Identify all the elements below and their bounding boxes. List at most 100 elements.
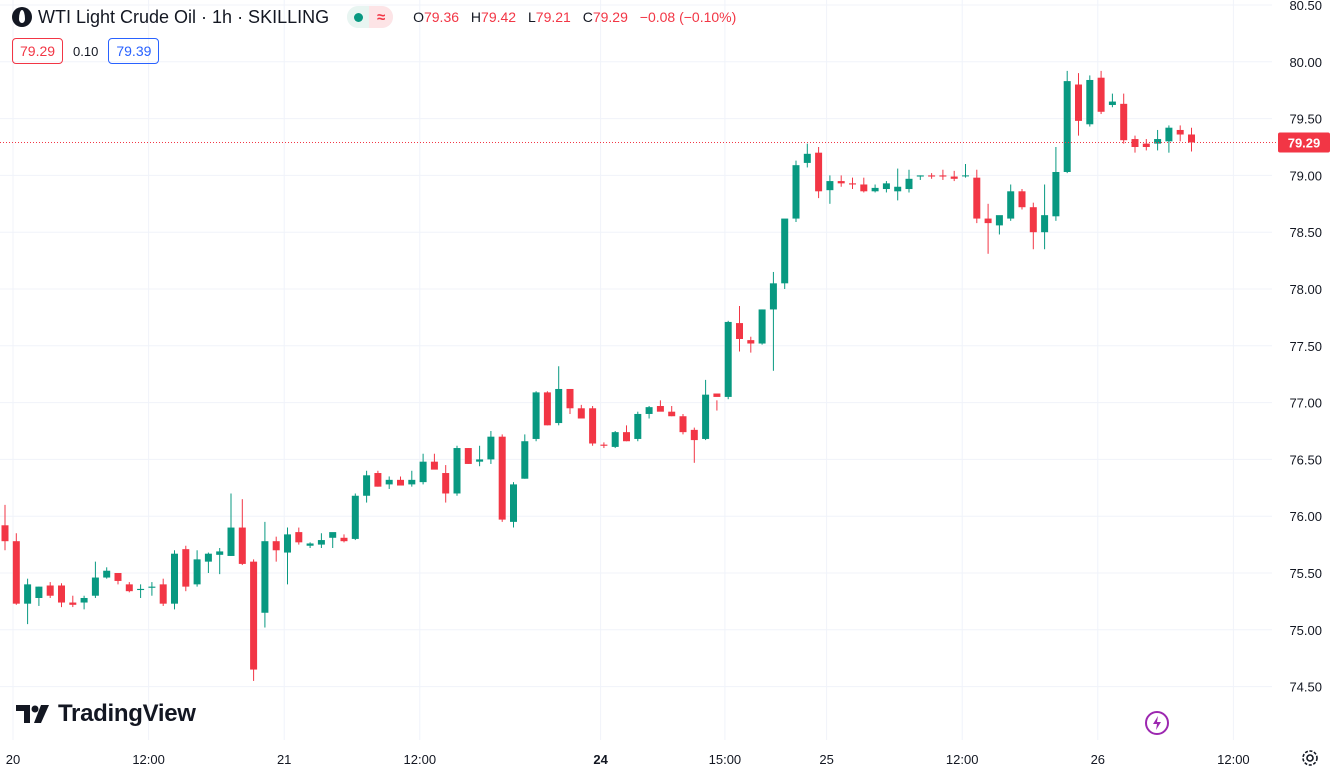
candle-body — [171, 553, 178, 604]
candle-body — [284, 534, 291, 553]
candle — [645, 406, 653, 419]
candle — [1142, 139, 1150, 151]
candle — [747, 336, 755, 353]
candle — [385, 476, 393, 489]
tradingview-logo[interactable]: TradingView — [16, 700, 196, 728]
candle — [1041, 184, 1049, 250]
candle-body — [340, 537, 348, 542]
candle — [905, 169, 913, 193]
candle — [442, 465, 450, 503]
market-status-pill[interactable]: ≈ — [347, 6, 394, 28]
candle-body — [374, 473, 382, 487]
candle — [973, 169, 981, 224]
market-open-dot-icon — [347, 6, 370, 28]
candle — [758, 309, 766, 345]
y-tick-label: 74.50 — [1289, 680, 1322, 695]
x-tick-label: 24 — [593, 752, 608, 767]
candle — [91, 561, 99, 598]
candle-body — [1142, 143, 1150, 147]
y-tick-label: 79.00 — [1289, 168, 1322, 183]
chart-grid — [0, 0, 1272, 740]
candle-body — [193, 559, 201, 585]
symbol-title[interactable]: WTI Light Crude Oil · 1h · SKILLING — [38, 6, 330, 27]
low-value: 79.21 — [535, 9, 571, 25]
candle-body — [611, 432, 619, 447]
x-tick-label: 12:00 — [132, 752, 165, 767]
candle — [476, 445, 484, 467]
candle-body — [1, 525, 9, 542]
candle — [1108, 93, 1116, 108]
candle — [1018, 189, 1026, 210]
candle — [1131, 135, 1139, 153]
lightning-icon[interactable] — [1145, 711, 1169, 735]
y-tick-label: 76.00 — [1289, 509, 1322, 524]
candle — [453, 445, 461, 496]
y-tick-label: 80.00 — [1289, 55, 1322, 70]
y-tick-label: 78.00 — [1289, 282, 1322, 297]
candle — [159, 578, 167, 606]
candle — [521, 434, 529, 479]
candle-body — [363, 475, 371, 496]
candle — [80, 595, 88, 610]
candle-body — [690, 429, 698, 441]
candle-body — [634, 413, 642, 439]
candle-body — [91, 577, 99, 596]
y-tick-label: 78.50 — [1289, 225, 1322, 240]
candle — [58, 583, 65, 608]
candle — [1120, 93, 1128, 144]
candle-body — [317, 540, 325, 545]
candle — [487, 431, 495, 464]
gear-icon[interactable] — [1300, 748, 1320, 768]
candle-body — [69, 602, 77, 605]
candle — [408, 470, 416, 487]
y-tick-label: 77.00 — [1289, 396, 1322, 411]
candle — [1086, 75, 1094, 127]
candle-body — [114, 573, 122, 581]
candle — [634, 411, 642, 442]
candle-body — [295, 532, 303, 543]
ask-button[interactable]: 79.39 — [108, 38, 160, 64]
candle-body — [453, 448, 461, 494]
candle — [272, 536, 280, 562]
candle-body — [1041, 215, 1049, 233]
candle — [939, 169, 947, 180]
candle-body — [227, 527, 235, 556]
candle-body — [815, 152, 823, 192]
candle-body — [860, 184, 868, 192]
candle-body — [521, 441, 529, 479]
candle — [238, 499, 246, 566]
candle-body — [125, 584, 133, 592]
candle — [216, 548, 224, 575]
candle-body — [464, 448, 472, 464]
chart-legend: WTI Light Crude Oil · 1h · SKILLING ≈ O7… — [12, 6, 736, 28]
candle — [882, 181, 890, 193]
candle-body — [623, 432, 630, 442]
candle — [148, 582, 156, 596]
candle — [1188, 127, 1195, 152]
candle-body — [182, 549, 190, 587]
last-price-label: 79.29 — [1278, 132, 1330, 153]
candle — [498, 434, 506, 522]
spread-value: 0.10 — [73, 43, 99, 59]
candle-body — [589, 408, 597, 444]
candle-body — [1108, 101, 1116, 105]
candle-body — [837, 181, 845, 184]
candle-body — [600, 444, 608, 446]
candle-body — [1018, 191, 1026, 208]
bid-button[interactable]: 79.29 — [12, 38, 64, 64]
y-tick-label: 77.50 — [1289, 339, 1322, 354]
candle-body — [498, 436, 506, 520]
candle — [1097, 70, 1105, 115]
candle — [35, 586, 43, 606]
candle — [849, 177, 856, 190]
candle — [1063, 70, 1071, 174]
candle — [837, 175, 845, 187]
candle — [46, 582, 54, 598]
candle-body — [510, 484, 517, 522]
candle — [1075, 73, 1082, 136]
candle-body — [397, 479, 404, 486]
candle-body — [306, 543, 314, 546]
candle-body — [871, 187, 879, 192]
candle — [781, 218, 789, 289]
